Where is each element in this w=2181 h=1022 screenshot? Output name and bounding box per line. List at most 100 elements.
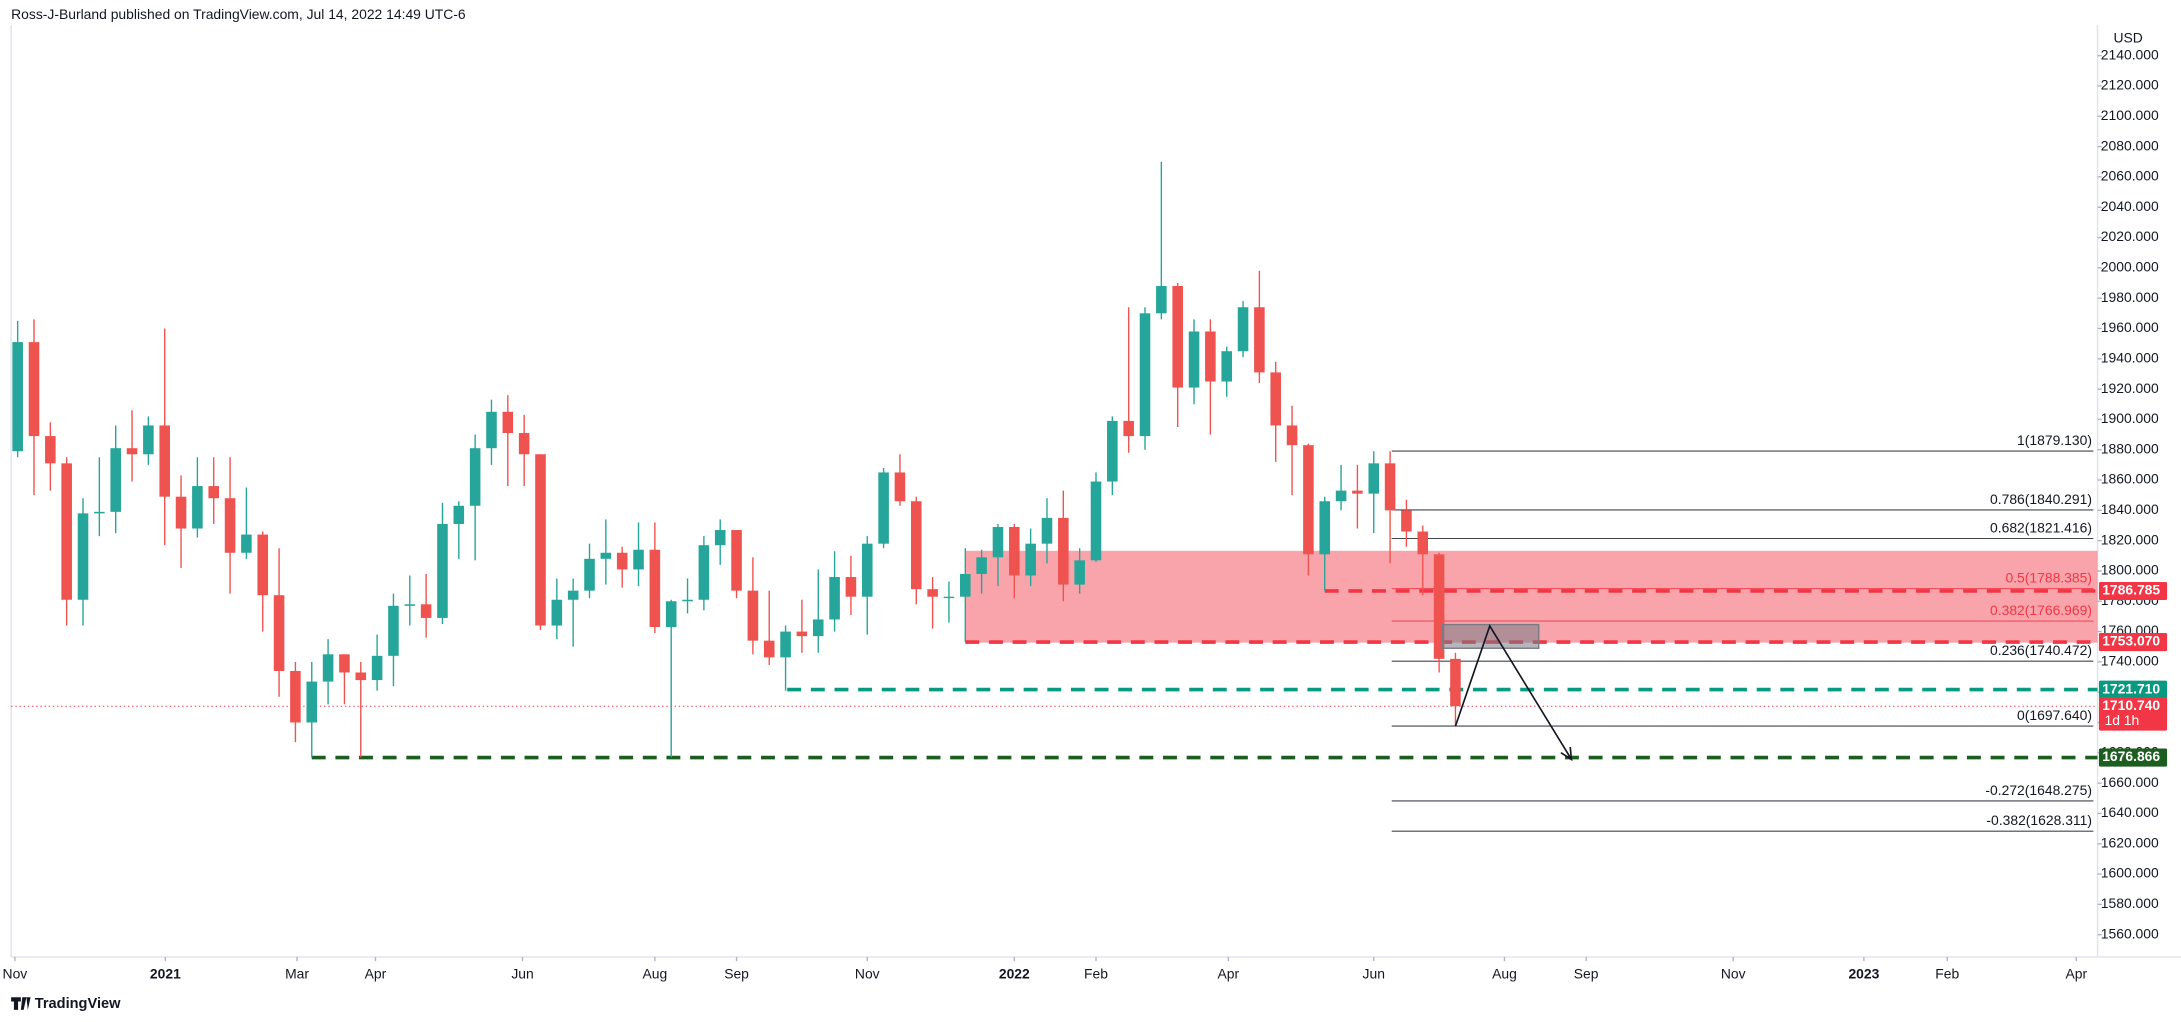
last-price-label: 1710.740: [2102, 697, 2160, 713]
candle-body: [192, 486, 203, 529]
candle: [861, 536, 873, 635]
candle: [1237, 301, 1249, 358]
candle: [1352, 464, 1363, 529]
y-tick-label: 1620.000: [2101, 834, 2159, 850]
publish-header: Ross-J-Burland published on TradingView.…: [11, 6, 466, 22]
x-tick-label: Aug: [643, 966, 668, 982]
candle-body: [1319, 501, 1331, 555]
candle-body: [600, 552, 612, 559]
x-tick-label: Apr: [1218, 966, 1240, 982]
candle-body: [1384, 463, 1396, 511]
candle: [665, 599, 677, 758]
candle: [273, 548, 285, 697]
candle: [404, 575, 416, 626]
candle: [1172, 282, 1183, 427]
candle-body: [747, 590, 759, 641]
candle: [126, 410, 138, 482]
candle: [45, 422, 56, 491]
candle-body: [224, 498, 236, 553]
candle-body: [535, 454, 546, 626]
y-tick-label: 2020.000: [2101, 228, 2159, 244]
candle-body: [1450, 658, 1461, 707]
fib-label: 0.682(1821.416): [1990, 519, 2092, 535]
candle-body: [1368, 463, 1380, 494]
candle-body: [1237, 307, 1249, 352]
candle-body: [665, 601, 677, 628]
fib-label: 0(1697.640): [2017, 707, 2092, 723]
candle-body: [126, 448, 138, 455]
candle-body: [1401, 510, 1412, 532]
candle-body: [682, 599, 693, 602]
fib-label: -0.272(1648.275): [1985, 782, 2092, 798]
candle: [1384, 451, 1396, 564]
candle: [306, 661, 318, 758]
y-tick-label: 2000.000: [2101, 259, 2159, 275]
candle: [469, 434, 481, 561]
candle: [1254, 270, 1265, 384]
y-tick-label: 1660.000: [2101, 774, 2159, 790]
candle: [1188, 319, 1200, 405]
candle-body: [1041, 517, 1053, 544]
candle: [1025, 528, 1036, 587]
candle: [1205, 319, 1216, 435]
candle-body: [633, 549, 644, 570]
candle: [845, 555, 857, 615]
candle-body: [960, 573, 971, 597]
candle: [437, 502, 448, 624]
candle-body: [763, 640, 775, 658]
candle: [910, 496, 922, 605]
candle-body: [943, 596, 955, 599]
candle-body: [1205, 331, 1216, 382]
candle-body: [878, 472, 889, 544]
candle-body: [257, 534, 269, 596]
candle-body: [812, 619, 824, 637]
fib-label: 0.786(1840.291): [1990, 491, 2092, 507]
candle: [829, 551, 840, 632]
candle: [1090, 472, 1102, 562]
y-tick-label: 1600.000: [2101, 865, 2159, 881]
candle-body: [420, 604, 432, 618]
candle: [1009, 523, 1020, 599]
x-tick-label: Apr: [2065, 966, 2087, 982]
candle: [992, 523, 1004, 587]
x-tick-label: Feb: [1084, 966, 1108, 982]
candle: [1335, 464, 1347, 511]
candle-body: [159, 425, 170, 497]
candle: [714, 519, 726, 565]
candle: [388, 593, 399, 687]
candle-body: [1172, 286, 1183, 388]
y-tick-label: 1840.000: [2101, 501, 2159, 517]
candle: [1303, 443, 1314, 576]
candle: [502, 395, 514, 487]
candle: [698, 536, 710, 611]
bar-countdown: 1d 1h: [2104, 712, 2139, 728]
candle: [1417, 525, 1429, 596]
y-tick-label: 1920.000: [2101, 380, 2159, 396]
candle: [780, 625, 791, 691]
candle-body: [1254, 307, 1265, 373]
candle-body: [976, 557, 987, 574]
candle: [257, 531, 269, 632]
x-tick-label: Feb: [1935, 966, 1959, 982]
candle: [339, 654, 350, 705]
candle-body: [829, 577, 840, 620]
y-tick-label: 1980.000: [2101, 289, 2159, 305]
candle-body: [143, 425, 154, 455]
candle-body: [1156, 286, 1167, 314]
x-tick-label: 2022: [999, 966, 1030, 982]
x-tick-label: Apr: [365, 966, 387, 982]
fib-label: 0.5(1788.385): [2005, 569, 2092, 585]
candle: [1221, 346, 1232, 397]
x-tick-label: Nov: [1721, 966, 1746, 982]
candle: [616, 546, 628, 588]
projection-arrowhead: [1560, 746, 1573, 762]
fib-label: 0.236(1740.472): [1990, 642, 2092, 658]
candle: [486, 399, 497, 465]
candle: [290, 661, 301, 743]
fib-label: 0.382(1766.969): [1990, 602, 2092, 618]
candle-body: [861, 543, 873, 597]
candle: [1270, 361, 1282, 462]
x-tick-label: 2021: [150, 966, 181, 982]
candle-body: [1139, 313, 1151, 437]
